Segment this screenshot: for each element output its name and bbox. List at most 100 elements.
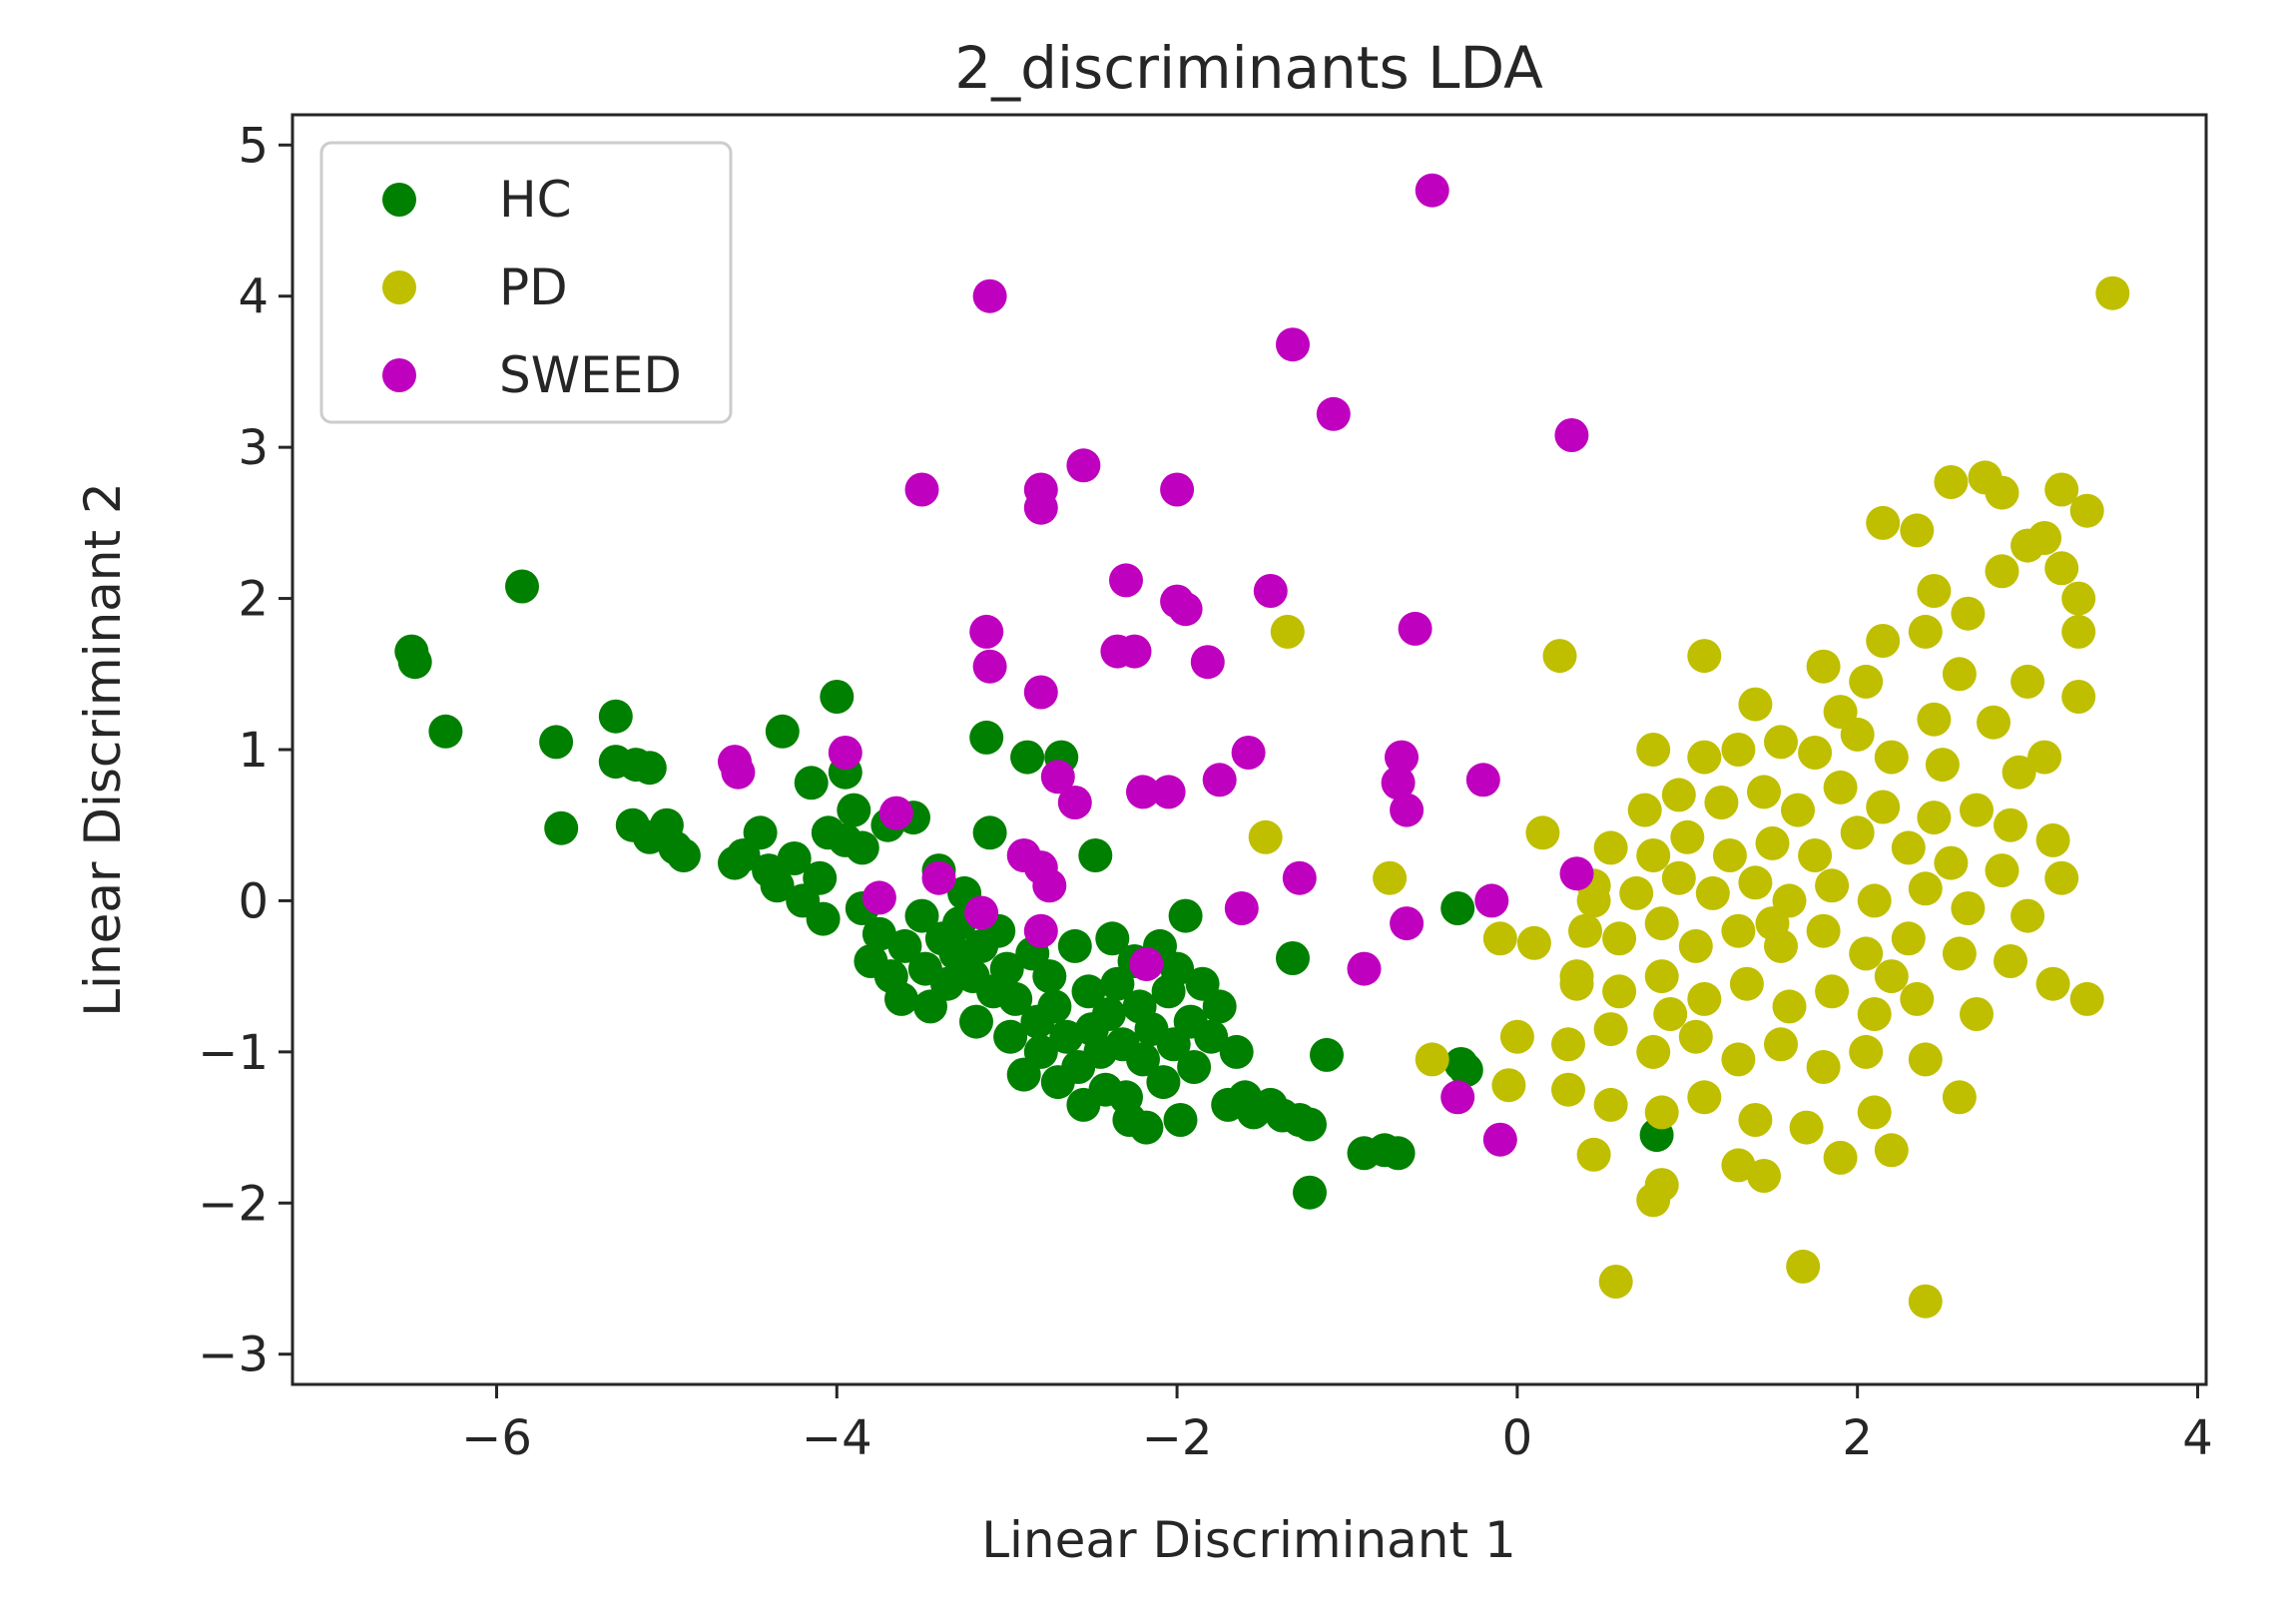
point-pd-56 [1798,838,1833,872]
point-sweed-13 [1253,574,1288,608]
point-pd-113 [1687,1080,1722,1115]
point-pd-108 [1415,1042,1449,1077]
y-tick-label-2: −1 [198,1025,269,1081]
point-hc-9 [632,751,667,786]
point-sweed-44 [1390,906,1425,941]
x-tick-label-4: 2 [1842,1410,1873,1466]
point-pd-126 [1786,1249,1821,1284]
point-sweed-31 [1385,740,1419,775]
point-hc-89 [1146,1065,1181,1100]
point-hc-78 [1095,921,1130,956]
point-pd-65 [1695,875,1730,910]
point-hc-60 [1010,740,1045,775]
point-hc-64 [1032,959,1067,994]
point-hc-98 [1194,1019,1229,1054]
point-pd-82 [1849,936,1884,971]
y-axis-ticks: −3 −2 −1 0 1 2 3 4 5 [198,118,292,1383]
point-pd-133 [1653,997,1688,1031]
point-hc-20 [765,714,800,749]
point-hc-101 [1219,1034,1254,1069]
point-sweed-34 [1465,763,1500,798]
point-hc-38 [887,928,922,963]
point-pd-131 [1576,883,1611,918]
point-sweed-22 [721,755,756,790]
point-pd-48 [1994,807,2027,842]
point-pd-53 [1670,819,1705,854]
point-pd-61 [2044,860,2079,895]
point-sweed-42 [1224,891,1259,925]
point-pd-5 [2069,493,2104,528]
y-tick-label-3: 0 [238,873,269,929]
point-pd-42 [1747,775,1781,809]
point-pd-106 [1849,1034,1884,1069]
point-sweed-3 [1316,396,1351,431]
point-pd-54 [1712,838,1747,872]
point-sweed-35 [861,880,896,915]
point-pd-132 [1559,959,1594,994]
point-hc-24 [803,860,838,895]
point-hc-53 [972,815,1007,850]
point-pd-112 [1644,1095,1679,1130]
point-pd-29 [1636,733,1671,767]
point-pd-22 [1942,657,1977,692]
point-hc-114 [1440,891,1475,925]
legend-label-hc: HC [499,171,572,229]
point-hc-45 [930,966,964,1001]
point-hc-94 [1168,898,1203,933]
point-pd-9 [2010,528,2045,563]
point-sweed-45 [1474,883,1509,918]
point-pd-77 [1644,906,1679,941]
y-tick-label-6: 3 [238,420,269,476]
point-pd-107 [1908,1042,1943,1077]
point-pd-128 [1270,614,1305,649]
point-pd-85 [1994,944,2027,978]
point-pd-4 [2044,472,2079,507]
point-pd-103 [1721,1042,1756,1077]
point-pd-63 [1619,875,1654,910]
y-axis-label: Linear Discriminant 2 [74,482,132,1017]
x-axis-ticks: −6 −4 −2 0 2 4 [461,1384,2213,1466]
point-pd-43 [1781,793,1815,827]
point-pd-64 [1661,860,1696,895]
point-sweed-23 [828,736,862,770]
point-sweed-26 [1057,786,1092,819]
point-pd-23 [2010,664,2045,699]
point-pd-83 [1891,921,1926,956]
point-hc-31 [845,830,879,865]
point-sweed-5 [904,472,939,507]
point-pd-55 [1755,825,1790,860]
x-axis-label: Linear Discriminant 1 [981,1511,1516,1569]
point-pd-25 [1738,687,1773,722]
y-tick-label-4: 1 [238,723,269,779]
point-hc-106 [1276,941,1310,975]
point-hc-25 [806,901,841,936]
point-pd-109 [1491,1068,1526,1103]
point-pd-101 [1636,1034,1671,1069]
point-hc-109 [1293,1175,1327,1210]
legend-label-pd: PD [499,259,568,316]
point-pd-73 [1482,921,1517,956]
point-pd-89 [1602,974,1637,1009]
point-pd-115 [1789,1110,1824,1145]
point-pd-7 [1900,513,1935,548]
point-hc-30 [837,793,871,827]
point-pd-21 [1849,664,1884,699]
point-pd-135 [1874,959,1909,994]
point-hc-34 [861,916,896,951]
point-sweed-30 [1231,736,1266,770]
series-pd [1248,275,2130,1319]
point-pd-72 [2010,898,2045,933]
point-pd-18 [1542,639,1577,674]
point-pd-19 [1687,639,1722,674]
point-hc-14 [666,838,701,872]
legend-label-sweed: SWEED [499,346,682,404]
point-sweed-9 [1160,472,1195,507]
point-sweed-14 [1398,611,1433,646]
point-hc-93 [1163,1103,1198,1137]
point-pd-52 [1636,838,1671,872]
point-hc-1 [397,645,432,680]
point-pd-95 [1857,997,1892,1031]
point-hc-108 [1293,1107,1327,1142]
point-hc-58 [998,981,1033,1016]
point-sweed-24 [878,796,913,830]
